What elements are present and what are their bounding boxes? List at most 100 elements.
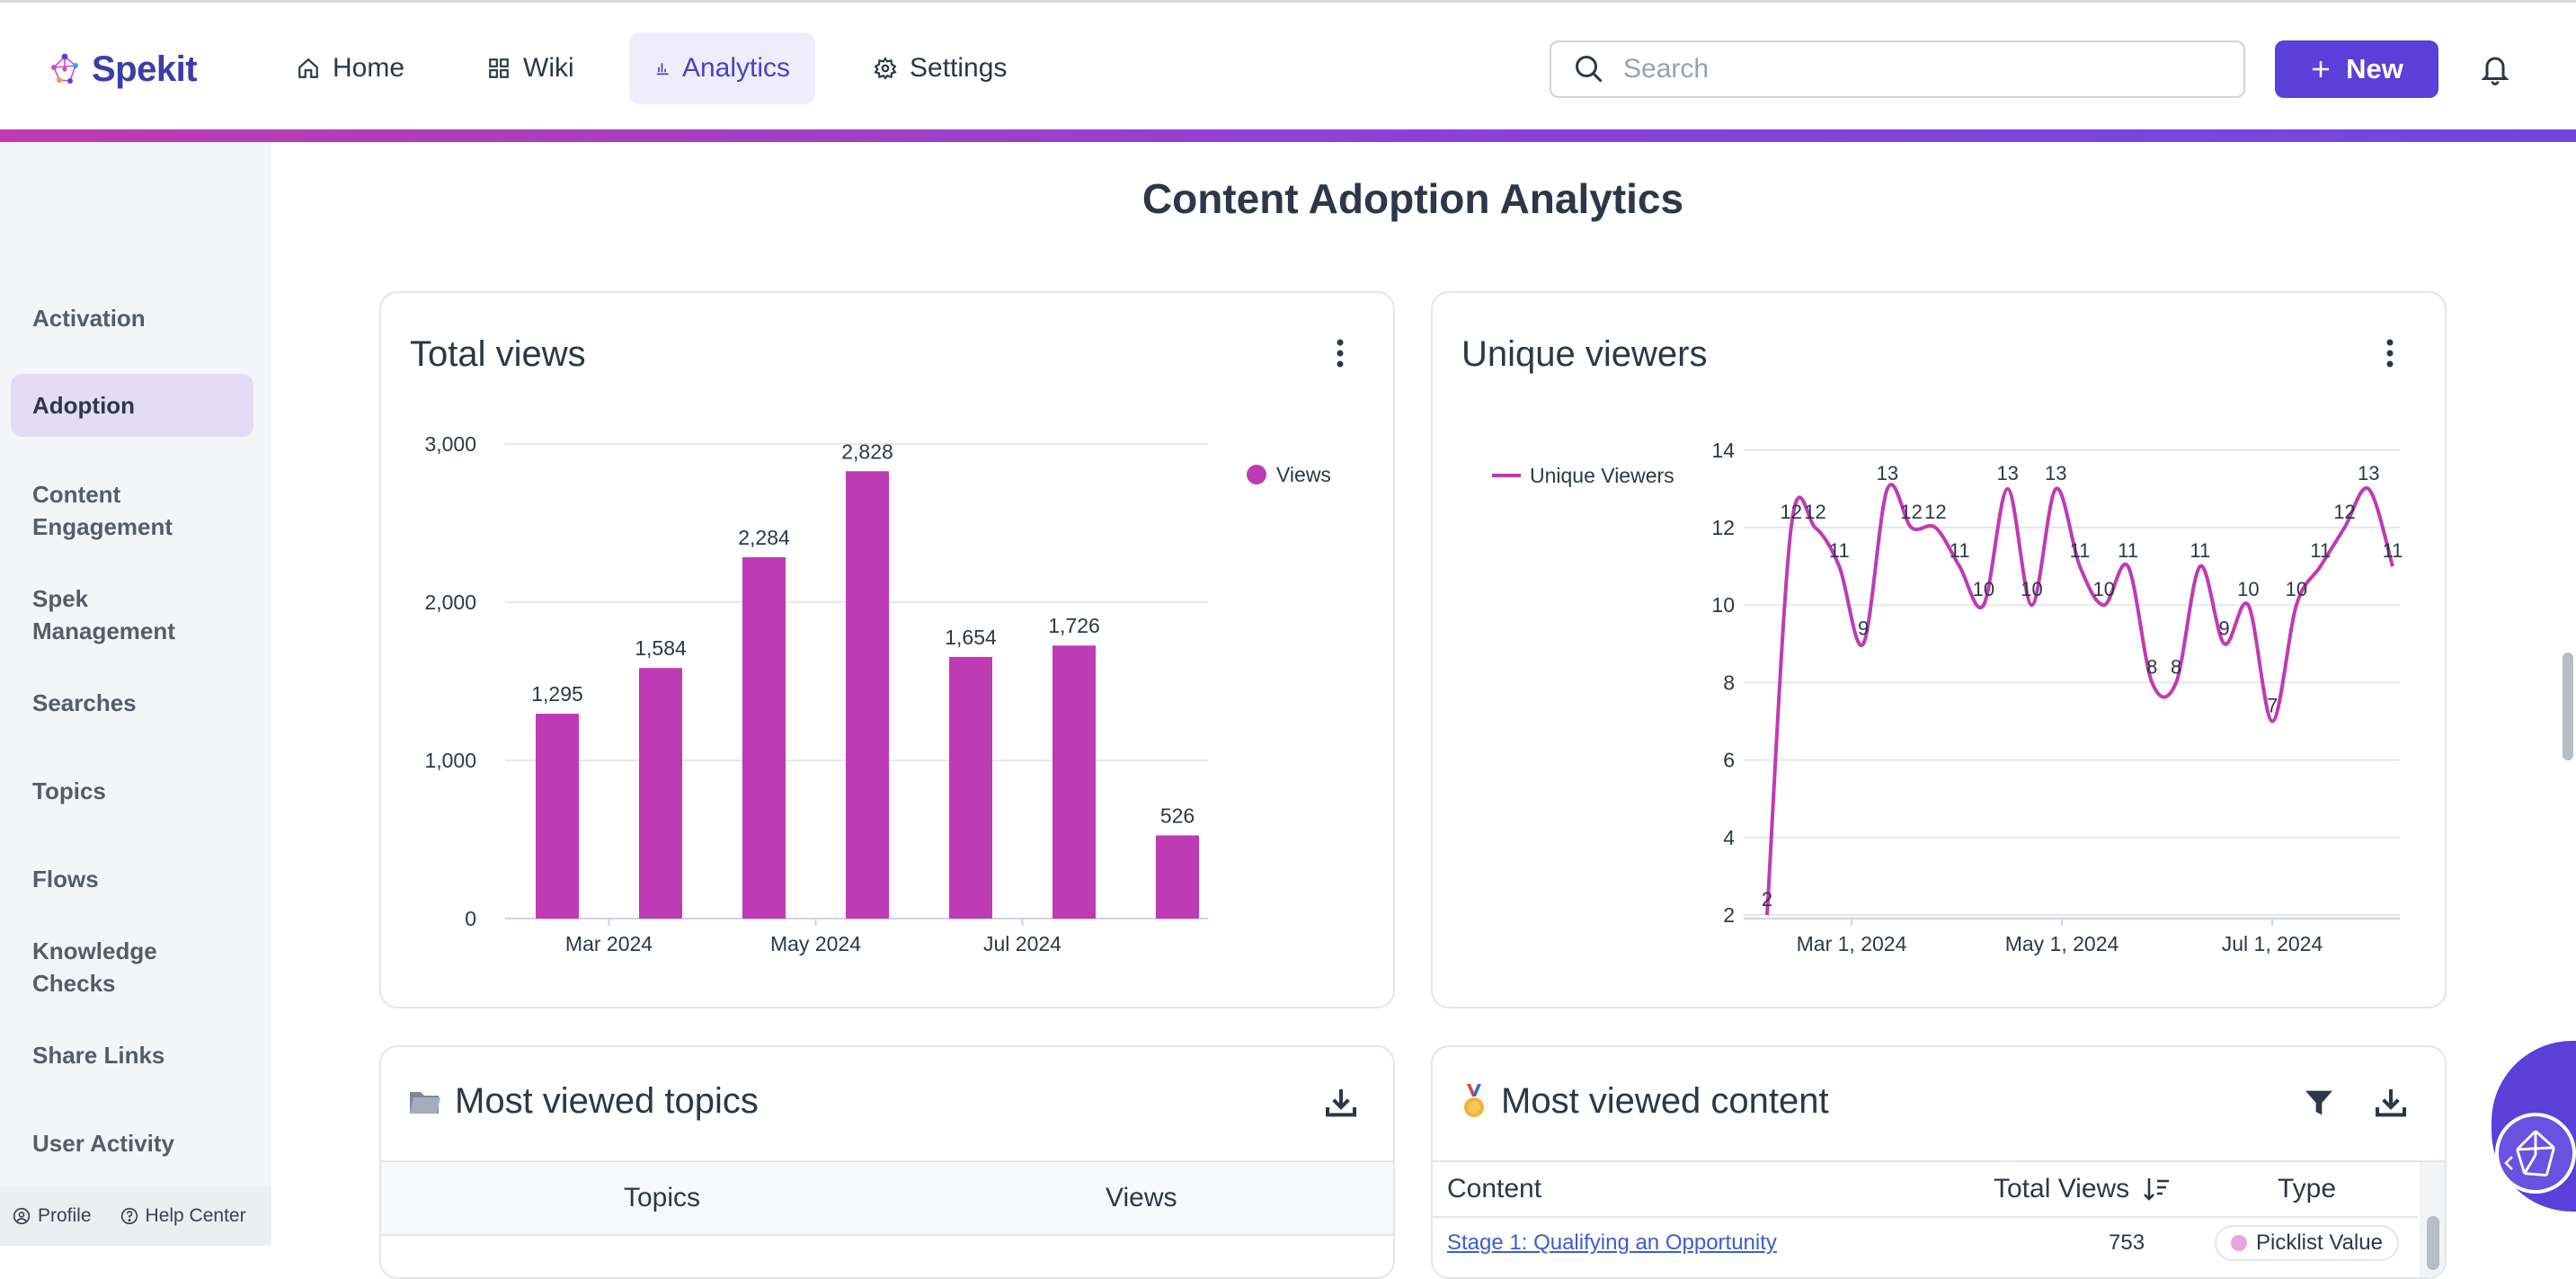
y-tick-label: 0 xyxy=(465,907,476,930)
bar-value-label: 1,654 xyxy=(945,626,997,649)
profile-label: Profile xyxy=(38,1205,92,1226)
sort-descending-icon[interactable] xyxy=(2142,1176,2171,1203)
help-center-link[interactable]: Help Center xyxy=(120,1205,246,1227)
sidebar-item-searches[interactable]: Searches xyxy=(32,689,137,716)
sidebar-item-knowledge-checks[interactable]: Knowledge Checks xyxy=(32,937,157,997)
sidebar-item-activation[interactable]: Activation xyxy=(32,305,146,332)
column-header-views[interactable]: Views xyxy=(1106,1183,1177,1212)
point-value-label: 10 xyxy=(2286,578,2307,600)
total-views-header-label: Total Views xyxy=(1994,1174,2130,1204)
column-header-type[interactable]: Type xyxy=(2278,1174,2337,1204)
bar-value-label: 1,584 xyxy=(635,636,687,660)
profile-link[interactable]: Profile xyxy=(13,1205,92,1227)
point-value-label: 12 xyxy=(1781,501,1802,523)
brand[interactable]: Spekit xyxy=(47,42,198,96)
most-viewed-topics-title: Most viewed topics xyxy=(455,1081,759,1121)
nav-home[interactable]: Home xyxy=(271,32,430,104)
y-tick-label: 2,000 xyxy=(424,591,476,614)
table-scrollbar[interactable] xyxy=(2420,1162,2445,1277)
folder-icon xyxy=(410,1091,440,1114)
y-tick-label: 12 xyxy=(1711,516,1735,539)
most-viewed-content-card: Most viewed content Content Total Views … xyxy=(1431,1045,2447,1279)
divider xyxy=(381,1234,1393,1236)
network-icon xyxy=(2516,1130,2555,1177)
search-icon xyxy=(1576,56,1603,83)
column-header-topics[interactable]: Topics xyxy=(624,1183,701,1212)
point-value-label: 2 xyxy=(1762,888,1772,910)
sidebar-item-spek-management[interactable]: Spek Management xyxy=(32,585,175,644)
page-title: Content Adoption Analytics xyxy=(1141,175,1684,222)
nav-analytics-label: Analytics xyxy=(681,53,790,83)
content-link[interactable]: Stage 1: Qualifying an Opportunity xyxy=(1447,1230,1777,1255)
sidebar-item-topics[interactable]: Topics xyxy=(32,777,106,804)
nav-analytics[interactable]: Analytics xyxy=(629,32,815,104)
divider xyxy=(1433,1160,2445,1162)
point-value-label: 12 xyxy=(2333,501,2355,523)
nav-wiki[interactable]: Wiki xyxy=(462,32,600,104)
series-line xyxy=(1765,483,2394,916)
bar xyxy=(639,668,682,919)
sidebar-item-flows[interactable]: Flows xyxy=(32,866,99,893)
user-icon xyxy=(13,1207,31,1225)
bar xyxy=(1156,835,1199,919)
point-value-label: 10 xyxy=(1973,578,1994,600)
point-value-label: 13 xyxy=(1996,462,2018,484)
divider xyxy=(381,1160,1393,1162)
y-tick-label: 1,000 xyxy=(424,749,476,772)
point-value-label: 12 xyxy=(1804,501,1825,523)
y-tick-label: 4 xyxy=(1723,826,1735,849)
x-tick-label: May 2024 xyxy=(770,932,861,955)
point-value-label: 9 xyxy=(1858,617,1869,639)
new-button[interactable]: New xyxy=(2275,40,2438,98)
bar xyxy=(846,471,889,919)
nav-home-label: Home xyxy=(333,53,405,83)
table-scrollbar-thumb[interactable] xyxy=(2427,1216,2439,1270)
y-tick-label: 3,000 xyxy=(424,432,476,456)
header-gradient-bar xyxy=(0,129,2576,142)
assistant-launcher-button[interactable] xyxy=(2495,1113,2576,1194)
search-box[interactable] xyxy=(1550,40,2245,98)
divider xyxy=(1433,1216,2418,1218)
point-value-label: 11 xyxy=(1950,539,1970,562)
page-scrollbar-thumb[interactable] xyxy=(2563,653,2573,760)
bar xyxy=(949,656,992,919)
more-options-icon[interactable] xyxy=(1334,338,1346,369)
nav-settings[interactable]: Settings xyxy=(848,32,1032,104)
download-icon[interactable] xyxy=(2373,1085,2409,1121)
point-value-label: 10 xyxy=(2237,578,2259,600)
point-value-label: 11 xyxy=(1829,539,1850,562)
total-views-card: Total views 0 1,000 2,000 3,000 1,295 1,584 2,… xyxy=(379,291,1395,1008)
table-row[interactable]: Stage 1: Qualifying an Opportunity 753 P… xyxy=(1433,1221,2418,1275)
chevron-left-icon[interactable] xyxy=(2502,1154,2517,1172)
bar-value-label: 1,295 xyxy=(531,682,583,706)
column-header-content[interactable]: Content xyxy=(1447,1174,1542,1204)
more-options-icon[interactable] xyxy=(2384,338,2396,369)
spekit-logo-icon xyxy=(51,53,78,84)
most-viewed-content-title: Most viewed content xyxy=(1501,1081,1829,1121)
most-viewed-content-header: Most viewed content xyxy=(1460,1081,1829,1122)
help-center-label: Help Center xyxy=(145,1205,246,1226)
notifications-bell-icon[interactable] xyxy=(2479,53,2511,85)
x-tick-label: Jul 2024 xyxy=(983,932,1061,955)
bar-value-label: 2,284 xyxy=(738,526,790,549)
filter-icon[interactable] xyxy=(2301,1085,2337,1121)
sidebar-item-share-links[interactable]: Share Links xyxy=(32,1042,165,1069)
download-icon[interactable] xyxy=(1323,1085,1359,1121)
sidebar-item-adoption[interactable]: Adoption xyxy=(11,374,253,437)
most-viewed-topics-header: Most viewed topics xyxy=(408,1081,759,1122)
content-table-header: Content Total Views Type xyxy=(1433,1162,2445,1216)
sidebar-item-user-activity[interactable]: User Activity xyxy=(32,1130,174,1157)
x-tick-label: May 1, 2024 xyxy=(2005,932,2119,955)
topics-table-header: Topics Views xyxy=(381,1162,1393,1234)
sidebar-item-content-engagement[interactable]: Content Engagement xyxy=(32,481,173,540)
plus-icon xyxy=(2313,61,2330,77)
point-value-label: 12 xyxy=(1900,501,1922,523)
column-header-total-views[interactable]: Total Views xyxy=(1994,1174,2171,1204)
point-value-label: 12 xyxy=(1924,501,1946,523)
point-value-label: 11 xyxy=(2190,539,2210,562)
search-input[interactable] xyxy=(1621,53,2206,85)
type-label: Picklist Value xyxy=(2256,1230,2383,1255)
total-views-chart: 0 1,000 2,000 3,000 1,295 1,584 2,284 2,828 1,65… xyxy=(424,432,1331,955)
x-tick-label: Jul 1, 2024 xyxy=(2222,932,2323,955)
